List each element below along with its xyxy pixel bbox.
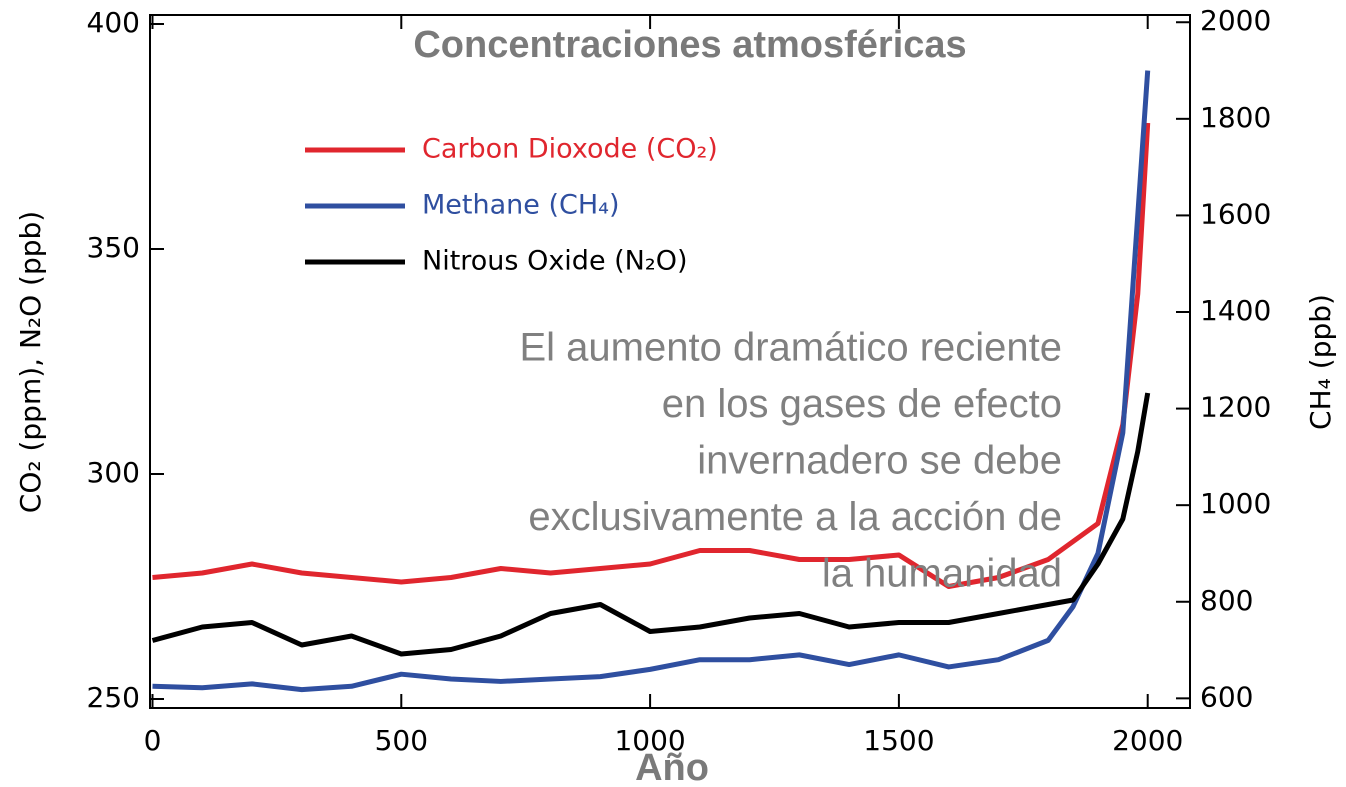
x-axis-label: Año bbox=[635, 747, 709, 787]
legend-label: Carbon Dioxode (CO₂) bbox=[422, 134, 718, 165]
legend-label: Nitrous Oxide (N₂O) bbox=[422, 246, 687, 277]
chart-title: Concentraciones atmosféricas bbox=[413, 24, 966, 66]
y2-tick-label: 800 bbox=[1200, 584, 1253, 617]
y2-axis-label: CH₄ (ppb) bbox=[1304, 294, 1337, 430]
x-tick-label: 0 bbox=[144, 724, 162, 757]
x-tick-label: 1000 bbox=[614, 724, 685, 757]
annotation: la humanidad bbox=[822, 552, 1062, 596]
x-tick-label: 2000 bbox=[1112, 724, 1183, 757]
annotation: en los gases de efecto bbox=[662, 382, 1062, 426]
y2-tick-label: 1000 bbox=[1200, 487, 1271, 520]
annotation: El aumento dramático reciente bbox=[520, 326, 1063, 370]
series-line bbox=[151, 392, 1151, 657]
x-tick-label: 1500 bbox=[863, 724, 934, 757]
y2-tick-label: 1800 bbox=[1200, 101, 1271, 134]
x-tick-label: 500 bbox=[375, 724, 428, 757]
y-tick-label: 400 bbox=[87, 6, 140, 39]
legend-label: Methane (CH₄) bbox=[422, 190, 620, 221]
y-tick-label: 300 bbox=[87, 456, 140, 489]
y2-tick-label: 2000 bbox=[1200, 4, 1271, 37]
y2-tick-label: 1400 bbox=[1200, 294, 1271, 327]
y2-tick-label: 600 bbox=[1200, 680, 1253, 713]
y-axis-label: CO₂ (ppm), N₂O (ppb) bbox=[14, 211, 47, 513]
series-line bbox=[152, 122, 1151, 589]
y2-tick-label: 1200 bbox=[1200, 391, 1271, 424]
annotation: invernadero se debe bbox=[697, 439, 1062, 483]
plot-frame bbox=[149, 14, 1191, 709]
y-tick-label: 350 bbox=[87, 231, 140, 264]
y2-tick-label: 1600 bbox=[1200, 197, 1271, 230]
annotation: exclusivamente a la acción de bbox=[528, 495, 1062, 539]
y-tick-label: 250 bbox=[87, 681, 140, 714]
